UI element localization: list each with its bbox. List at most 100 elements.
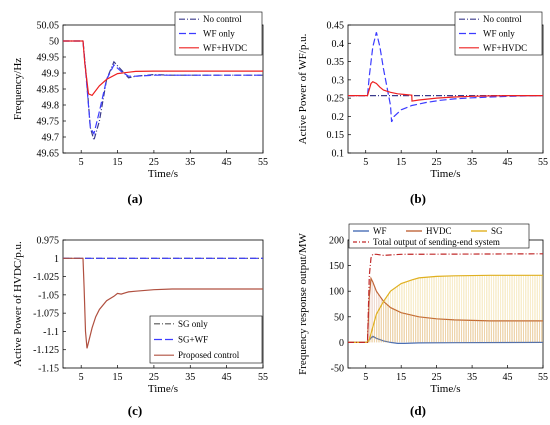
series-line <box>348 32 543 123</box>
panel-label: (d) <box>410 403 426 418</box>
legend-label: WF only <box>203 29 235 39</box>
y-tick-label: -50 <box>331 364 344 375</box>
y-tick-label: 50.05 <box>37 21 60 32</box>
x-tick-label: 45 <box>222 157 232 168</box>
y-tick-label: 49.85 <box>37 85 60 96</box>
legend: No control WF only WF+HVDC <box>454 11 543 56</box>
series-line <box>63 40 263 143</box>
plot-frame <box>347 24 544 154</box>
legend-label: HVDC <box>426 226 452 236</box>
plot-area <box>348 253 543 344</box>
chart-b: 5 15 25 35 45 55 0.1 0.15 0.2 0.25 0.3 0.35 0.4 0.45 T… <box>297 11 548 206</box>
legend: No control WF only WF+HVDC <box>174 11 263 56</box>
chart-c: 5 15 25 35 45 55 -1.15 -1.125 -1.1 -1.075 -1.05 -1.… <box>12 236 268 419</box>
y-axis-label: Frequency/Hz <box>12 58 24 120</box>
series-hatch <box>369 278 543 343</box>
y-axis-label: Frequency response output/MW <box>297 233 309 375</box>
y-axis-label: Active Power of WF/p.u. <box>297 33 309 144</box>
x-tick-label: 55 <box>258 372 268 383</box>
y-tick-label: 1 <box>54 254 59 265</box>
y-tick-label: 49.65 <box>37 149 60 160</box>
y-tick-label: 150 <box>329 261 344 272</box>
x-tick-label: 25 <box>149 372 159 383</box>
y-tick-label: 49.75 <box>37 117 60 128</box>
y-tick-label: 0.45 <box>327 21 345 32</box>
series-line <box>348 253 543 343</box>
y-tick-label: 50 <box>334 312 344 323</box>
legend-label: No control <box>203 14 242 24</box>
x-tick-label: 15 <box>396 372 406 383</box>
y-tick-label: 0.15 <box>327 130 345 141</box>
panel-label: (b) <box>410 191 426 206</box>
x-tick-label: 25 <box>432 372 442 383</box>
x-tick-label: 5 <box>363 372 368 383</box>
x-tick-label: 35 <box>467 157 477 168</box>
x-tick-label: 5 <box>363 157 368 168</box>
x-tick-label: 35 <box>185 157 195 168</box>
y-tick-label: 49.95 <box>37 53 60 64</box>
y-tick-label: 0.35 <box>327 57 345 68</box>
y-tick-label: 50 <box>49 37 59 48</box>
y-tick-label: -1.1 <box>43 327 59 338</box>
y-tick-label: 0.25 <box>327 94 345 105</box>
x-axis-label: Time/s <box>430 168 460 180</box>
chart-a: 5 15 25 35 45 55 49.65 49.7 49.75 49.8 49.85 49.9 49… <box>12 11 268 206</box>
legend-label: Proposed control <box>178 350 240 360</box>
x-tick-label: 15 <box>396 157 406 168</box>
y-tick-label: 49.8 <box>42 101 60 112</box>
x-tick-label: 45 <box>503 372 513 383</box>
panel-label: (a) <box>127 191 142 206</box>
series-line <box>63 257 263 349</box>
x-axis-label: Time/s <box>430 383 460 395</box>
y-tick-label: 49.9 <box>42 69 60 80</box>
legend-label: No control <box>483 14 522 24</box>
series-line <box>63 40 263 97</box>
legend-label: WF only <box>483 29 515 39</box>
x-axis-label: Time/s <box>148 168 178 180</box>
y-tick-label: -1.125 <box>33 345 59 356</box>
y-tick-label: 0.2 <box>332 112 345 123</box>
series-line <box>63 40 263 136</box>
panel-label: (c) <box>128 403 142 418</box>
x-tick-label: 35 <box>467 372 477 383</box>
legend-label: WF <box>373 226 387 236</box>
y-tick-label: 200 <box>329 236 344 247</box>
legend-label: WF+HVDC <box>203 43 247 53</box>
x-tick-label: 5 <box>79 372 84 383</box>
x-tick-label: 15 <box>113 157 123 168</box>
legend-label: SG <box>491 226 503 236</box>
x-tick-label: 55 <box>258 157 268 168</box>
x-axis-label: Time/s <box>148 383 178 395</box>
y-axis-label: Active Power of HVDC/p.u. <box>12 241 24 367</box>
y-tick-label: -1.15 <box>38 364 59 375</box>
x-tick-label: 35 <box>185 372 195 383</box>
x-tick-label: 5 <box>79 157 84 168</box>
x-tick-label: 45 <box>503 157 513 168</box>
x-tick-label: 25 <box>149 157 159 168</box>
x-tick-label: 15 <box>113 372 123 383</box>
plot-area <box>63 257 263 349</box>
y-tick-label: 0.3 <box>332 75 345 86</box>
y-tick-label: 0.4 <box>332 39 345 50</box>
series-line <box>348 274 543 343</box>
y-tick-label: 0.975 <box>37 236 60 247</box>
legend-label: WF+HVDC <box>483 43 527 53</box>
chart-d: 5 15 25 35 45 55 -50 0 50 100 150 200 Time/s Frequenc… <box>297 223 548 418</box>
plot-frame <box>62 239 264 369</box>
series-hatch <box>369 275 543 343</box>
y-tick-label: 0.1 <box>332 149 345 160</box>
y-tick-label: -1.05 <box>38 290 59 301</box>
y-tick-label: -1.025 <box>33 272 59 283</box>
y-tick-label: -1.075 <box>33 309 59 320</box>
plot-area <box>63 40 263 143</box>
x-tick-label: 25 <box>432 157 442 168</box>
legend-box <box>348 223 530 249</box>
y-tick-label: 100 <box>329 287 344 298</box>
legend-label: Total output of sending-end system <box>373 237 500 247</box>
y-tick-label: 49.7 <box>42 133 60 144</box>
x-tick-label: 55 <box>538 372 548 383</box>
legend-label: SG only <box>178 319 208 329</box>
series-line <box>348 80 543 102</box>
